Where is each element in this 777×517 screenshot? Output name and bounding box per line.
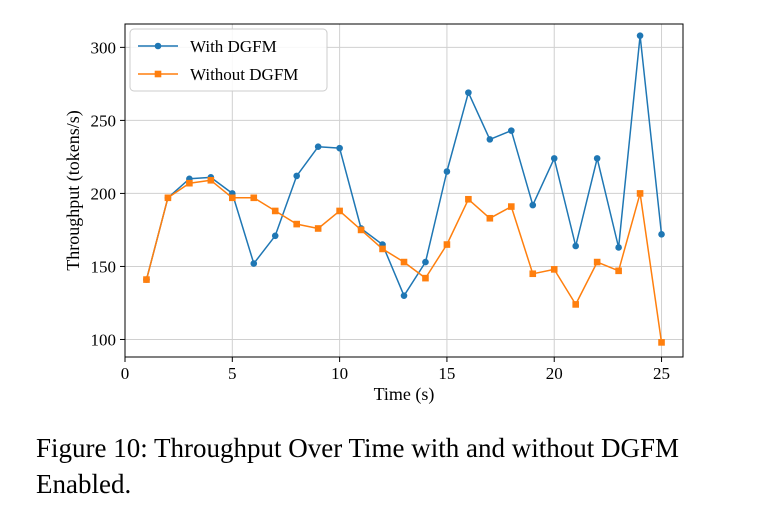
data-point	[400, 258, 408, 266]
axes: 0 5 10 15 20 25 100 150 200 250 300	[91, 38, 671, 383]
data-point	[615, 267, 622, 275]
data-point	[336, 207, 343, 215]
legend-marker	[154, 70, 162, 78]
data-point	[271, 207, 279, 215]
data-point	[593, 258, 601, 266]
legend-marker	[154, 42, 162, 50]
y-tick-label: 200	[91, 184, 117, 203]
x-tick-label: 5	[228, 364, 237, 383]
x-axis-label: Time (s)	[374, 384, 435, 405]
data-point	[658, 339, 665, 346]
data-point	[379, 245, 386, 253]
data-point	[550, 266, 558, 273]
data-point	[250, 194, 258, 202]
data-point	[636, 190, 644, 197]
y-axis-label: Throughput (tokens/s)	[63, 110, 84, 270]
data-point	[186, 179, 193, 187]
throughput-chart: 0 5 10 15 20 25 100 150 200 250 300 Time (s) Throu…	[63, 23, 684, 405]
plot-frame	[124, 23, 684, 358]
data-point	[271, 232, 279, 240]
x-tick-label: 25	[653, 364, 670, 383]
data-point	[293, 172, 300, 180]
data-point	[572, 242, 579, 250]
data-point	[229, 194, 236, 202]
data-point	[357, 226, 365, 234]
data-point	[486, 214, 494, 222]
data-point	[443, 241, 451, 248]
data-point	[400, 292, 408, 299]
data-point	[593, 155, 601, 162]
data-point	[164, 194, 172, 202]
legend-box	[129, 28, 328, 92]
legend-label: With DGFM	[190, 37, 277, 56]
data-point	[314, 225, 322, 232]
data-point	[550, 155, 558, 162]
y-tick-label: 250	[91, 111, 117, 130]
data-point	[465, 195, 472, 203]
y-tick-label: 150	[91, 257, 117, 276]
x-tick-label: 20	[546, 364, 563, 383]
data-point	[207, 176, 215, 184]
legend-label: Without DGFM	[190, 65, 298, 84]
data-point	[486, 136, 494, 143]
data-point	[636, 32, 644, 39]
data-point	[250, 260, 258, 267]
data-point	[529, 201, 537, 209]
data-point	[529, 270, 537, 278]
y-tick-label: 300	[91, 38, 117, 57]
x-tick-label: 10	[331, 364, 348, 383]
data-point	[465, 89, 472, 96]
series-without-dgfm	[143, 176, 665, 346]
x-tick-label: 0	[121, 364, 130, 383]
data-point	[443, 168, 451, 175]
data-point	[422, 274, 429, 282]
data-point	[508, 203, 515, 210]
legend: With DGFM Without DGFM	[129, 28, 328, 92]
data-point	[314, 143, 322, 150]
data-point	[336, 144, 343, 152]
data-point	[615, 244, 622, 251]
data-point	[508, 127, 515, 134]
data-point	[658, 231, 665, 238]
data-point	[293, 220, 300, 228]
x-tick-label: 15	[438, 364, 455, 383]
series-layer	[143, 32, 665, 346]
data-point	[422, 258, 429, 266]
figure-caption: Figure 10: Throughput Over Time with and…	[36, 433, 680, 499]
data-point	[572, 301, 579, 308]
data-point	[143, 276, 150, 283]
y-tick-label: 100	[91, 330, 117, 349]
